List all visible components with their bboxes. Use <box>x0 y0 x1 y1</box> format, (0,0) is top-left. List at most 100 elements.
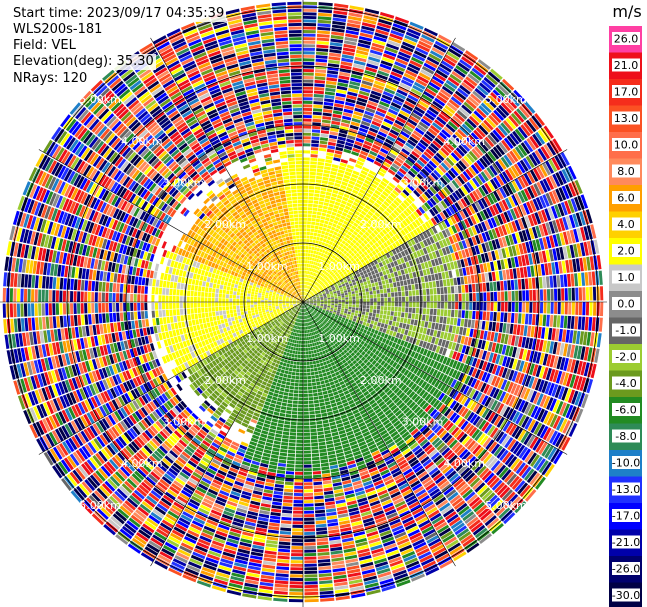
velocity-gate <box>504 223 511 235</box>
velocity-gate <box>496 189 504 200</box>
velocity-gate <box>339 279 344 283</box>
velocity-gate <box>375 285 380 290</box>
velocity-gate <box>445 79 458 90</box>
velocity-gate <box>374 377 381 383</box>
velocity-gate <box>347 311 351 315</box>
velocity-gate <box>335 236 340 241</box>
velocity-gate <box>448 439 458 449</box>
velocity-gate <box>436 442 446 451</box>
velocity-gate <box>419 371 426 379</box>
velocity-gate <box>334 201 341 206</box>
velocity-gate <box>532 198 540 211</box>
velocity-gate <box>486 494 498 506</box>
velocity-gate <box>303 207 308 211</box>
velocity-gate <box>333 269 337 274</box>
velocity-gate <box>316 175 323 180</box>
velocity-gate <box>468 166 477 177</box>
velocity-gate <box>436 309 441 316</box>
velocity-gate <box>433 169 442 179</box>
velocity-gate <box>505 422 514 434</box>
velocity-gate <box>392 266 397 272</box>
velocity-gate <box>533 183 542 196</box>
velocity-gate <box>461 345 467 354</box>
velocity-gate <box>309 175 316 179</box>
velocity-gate <box>461 285 465 293</box>
velocity-gate <box>376 218 383 224</box>
velocity-gate <box>304 263 307 267</box>
velocity-gate <box>425 148 435 157</box>
velocity-gate <box>483 99 495 111</box>
velocity-gate <box>343 108 354 114</box>
velocity-gate <box>338 75 350 81</box>
velocity-gate <box>515 290 519 301</box>
velocity-gate <box>303 330 305 334</box>
velocity-gate <box>306 274 309 278</box>
velocity-gate <box>336 224 341 230</box>
velocity-gate <box>565 329 570 343</box>
velocity-gate <box>588 317 593 331</box>
velocity-gate <box>549 355 556 368</box>
velocity-gate <box>316 424 323 429</box>
velocity-gate <box>369 53 382 60</box>
velocity-gate <box>305 297 308 300</box>
velocity-gate <box>460 142 471 152</box>
velocity-gate <box>380 323 385 328</box>
velocity-gate <box>306 300 310 302</box>
velocity-gate <box>350 276 355 281</box>
velocity-gate <box>333 204 340 210</box>
velocity-gate <box>330 307 334 310</box>
velocity-gate <box>427 219 434 227</box>
velocity-gate <box>334 150 343 155</box>
velocity-gate <box>327 304 331 307</box>
velocity-gate <box>309 178 316 183</box>
velocity-gate <box>361 80 373 87</box>
velocity-gate <box>461 249 467 259</box>
velocity-gate <box>308 333 311 337</box>
velocity-gate <box>328 289 333 292</box>
velocity-gate <box>348 254 353 260</box>
velocity-gate <box>307 271 310 275</box>
velocity-gate <box>440 302 444 309</box>
velocity-gate <box>344 105 355 111</box>
velocity-gate <box>408 307 412 313</box>
velocity-gate <box>313 94 324 98</box>
velocity-gate <box>336 288 340 291</box>
velocity-gate <box>447 377 454 386</box>
velocity-gate <box>303 246 306 249</box>
velocity-gate <box>309 260 312 264</box>
velocity-gate <box>367 130 377 137</box>
velocity-gate <box>481 340 486 350</box>
velocity-gate <box>359 32 373 39</box>
velocity-gate <box>508 395 516 407</box>
velocity-gate <box>400 250 406 257</box>
velocity-gate <box>458 310 462 318</box>
velocity-gate <box>481 273 486 283</box>
velocity-gate <box>407 412 416 420</box>
velocity-gate <box>320 405 326 410</box>
velocity-gate <box>411 133 421 141</box>
velocity-gate <box>356 265 361 270</box>
velocity-gate <box>525 302 529 313</box>
velocity-gate <box>316 297 320 299</box>
velocity-gate <box>520 124 531 137</box>
velocity-gate <box>323 235 328 240</box>
velocity-gate <box>388 392 396 399</box>
velocity-gate <box>505 368 512 380</box>
velocity-gate <box>488 321 493 331</box>
velocity-gate <box>503 258 509 269</box>
velocity-gate <box>443 286 448 294</box>
velocity-gate <box>355 357 361 362</box>
velocity-gate <box>355 351 361 357</box>
velocity-gate <box>319 276 323 280</box>
velocity-gate <box>471 113 482 124</box>
velocity-gate <box>448 270 453 278</box>
velocity-gate <box>536 424 546 437</box>
velocity-gate <box>568 330 574 344</box>
velocity-gate <box>350 342 355 347</box>
velocity-gate <box>432 388 440 397</box>
velocity-gate <box>577 316 582 330</box>
velocity-gate <box>554 261 560 274</box>
velocity-gate <box>311 350 314 354</box>
velocity-gate <box>325 323 329 327</box>
velocity-gate <box>332 376 338 381</box>
